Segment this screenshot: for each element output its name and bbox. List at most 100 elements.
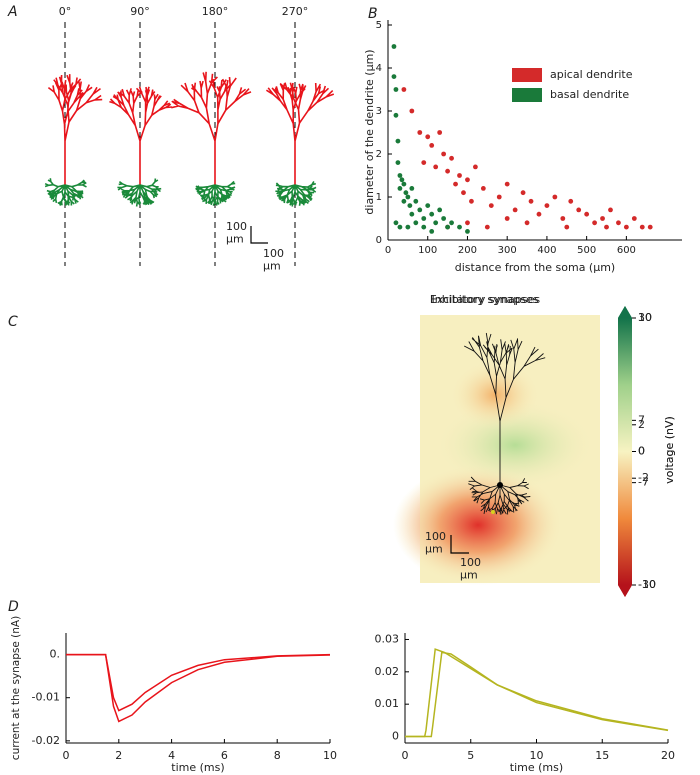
point <box>600 216 605 221</box>
legend-label: apical dendrite <box>550 68 633 81</box>
x-tick-label: 15 <box>595 749 609 762</box>
x-tick-label: 10 <box>323 749 337 762</box>
x-tick-label: 0 <box>63 749 70 762</box>
legend-label: basal dendrite <box>550 88 629 101</box>
point <box>465 229 470 234</box>
point <box>568 198 574 204</box>
point <box>409 108 415 114</box>
point <box>397 186 403 191</box>
point <box>401 87 407 92</box>
x-tick-label: 20 <box>661 749 675 762</box>
point <box>449 220 454 226</box>
apical-dendrite <box>47 74 103 185</box>
point <box>453 181 458 187</box>
point <box>393 220 399 226</box>
point <box>544 203 550 209</box>
y-axis-label: current at the synapse (nA) <box>10 616 22 760</box>
point <box>437 130 443 135</box>
panel-label: A <box>7 4 18 20</box>
point <box>461 190 466 196</box>
point <box>391 74 397 79</box>
point <box>397 173 403 178</box>
y-tick-label: 0 <box>392 730 399 743</box>
basal-dendrite <box>195 180 236 207</box>
x-tick-label: 10 <box>530 749 544 762</box>
scale-bar <box>450 535 469 554</box>
point <box>433 220 439 226</box>
point <box>413 220 419 226</box>
point <box>488 203 494 209</box>
point <box>480 186 486 191</box>
point <box>473 164 478 170</box>
x-tick-label: 500 <box>577 245 596 256</box>
y-tick-label: -0.01 <box>32 691 60 704</box>
point <box>536 211 542 217</box>
panel-label: B <box>368 6 378 22</box>
point <box>647 224 653 230</box>
colorbar-tick-label: 2 <box>638 418 645 431</box>
line <box>405 648 669 738</box>
y-tick-label: 0.01 <box>375 697 400 710</box>
point <box>401 198 407 204</box>
point <box>623 224 629 230</box>
point <box>417 207 423 213</box>
point <box>421 224 427 230</box>
legend-swatch <box>512 68 542 82</box>
angle-label: 90° <box>130 5 150 18</box>
point <box>639 224 645 230</box>
point <box>401 181 407 187</box>
point <box>445 224 450 230</box>
colorbar <box>618 318 632 585</box>
point <box>425 134 431 140</box>
point <box>417 130 423 135</box>
colorbar-tick-label: -30 <box>638 578 656 591</box>
point <box>393 87 399 92</box>
angle-label: 270° <box>282 5 309 18</box>
point <box>560 216 566 221</box>
angle-label: 0° <box>59 5 72 18</box>
point <box>409 186 415 191</box>
x-tick-label: 2 <box>115 749 122 762</box>
point <box>512 207 518 213</box>
colorbar-tick-label: 30 <box>638 311 652 324</box>
apical-dendrite <box>463 332 546 485</box>
panel-label: C <box>8 314 18 330</box>
line <box>405 651 669 738</box>
point <box>421 216 427 221</box>
point <box>584 211 590 217</box>
x-tick-label: 0 <box>385 245 391 256</box>
point <box>429 211 435 217</box>
colorbar-label: voltage (nV) <box>663 416 676 484</box>
x-tick-label: 400 <box>537 245 556 256</box>
point <box>391 44 397 49</box>
colorbar-label: voltage (nV) <box>663 416 676 484</box>
x-axis-label: distance from the soma (µm) <box>455 261 615 274</box>
subplot-title: Inhibitory synapses <box>431 293 538 306</box>
point <box>504 181 510 187</box>
point <box>421 160 427 166</box>
point <box>433 164 439 170</box>
point <box>465 177 470 183</box>
point <box>405 194 411 200</box>
line <box>66 653 331 712</box>
point <box>520 190 526 196</box>
apical-dendrite <box>109 86 173 185</box>
x-tick-label: 600 <box>617 245 636 256</box>
x-tick-label: 200 <box>458 245 477 256</box>
x-tick-label: 8 <box>274 749 281 762</box>
point <box>564 224 570 230</box>
y-tick-label: 2 <box>376 149 382 160</box>
point <box>403 190 409 196</box>
x-tick-label: 4 <box>168 749 175 762</box>
point <box>449 155 454 161</box>
point <box>484 224 490 230</box>
scale-bar <box>250 226 268 244</box>
basal-dendrite <box>44 178 87 206</box>
line <box>66 653 331 723</box>
y-tick-label: 0.03 <box>375 632 400 645</box>
synapse <box>491 510 495 514</box>
legend-swatch <box>512 88 542 102</box>
point <box>604 224 609 230</box>
